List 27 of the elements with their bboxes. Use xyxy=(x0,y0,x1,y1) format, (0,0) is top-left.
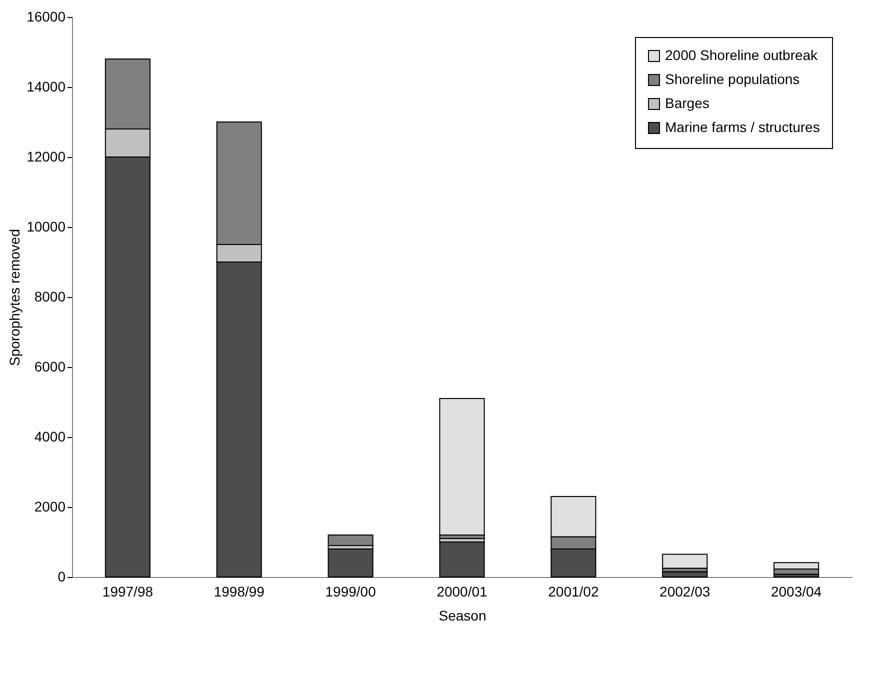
bar xyxy=(662,554,708,569)
legend-label: Barges xyxy=(665,95,710,111)
x-tick-label: 2002/03 xyxy=(660,584,710,600)
x-axis-title: Season xyxy=(438,608,486,624)
bar xyxy=(328,548,374,578)
y-tick-label: 6000 xyxy=(34,358,66,374)
y-tick-label: 2000 xyxy=(34,498,66,514)
bar xyxy=(439,398,485,536)
bar xyxy=(439,542,485,578)
y-tick-label: 10000 xyxy=(26,218,66,234)
y-tick-label: 0 xyxy=(58,568,66,584)
x-tick-label: 1999/00 xyxy=(325,584,376,600)
y-tick-label: 16000 xyxy=(26,8,66,24)
bar xyxy=(328,534,374,546)
y-tick-label: 14000 xyxy=(26,78,66,94)
legend-label: Shoreline populations xyxy=(665,71,800,87)
legend-label: 2000 Shoreline outbreak xyxy=(665,47,819,63)
legend-label: Marine farms / structures xyxy=(665,119,820,135)
x-tick-label: 2000/01 xyxy=(436,584,488,600)
y-tick-label: 8000 xyxy=(34,288,66,304)
y-tick-label: 4000 xyxy=(34,428,66,444)
y-tick-label: 12000 xyxy=(26,148,66,164)
x-tick-label: 1998/99 xyxy=(214,584,265,600)
x-tick-label: 1997/98 xyxy=(102,584,154,600)
y-axis-title: Sporophytes removed xyxy=(6,229,23,366)
x-tick-label: 2001/02 xyxy=(548,584,599,600)
x-tick-label: 2003/04 xyxy=(770,584,822,600)
